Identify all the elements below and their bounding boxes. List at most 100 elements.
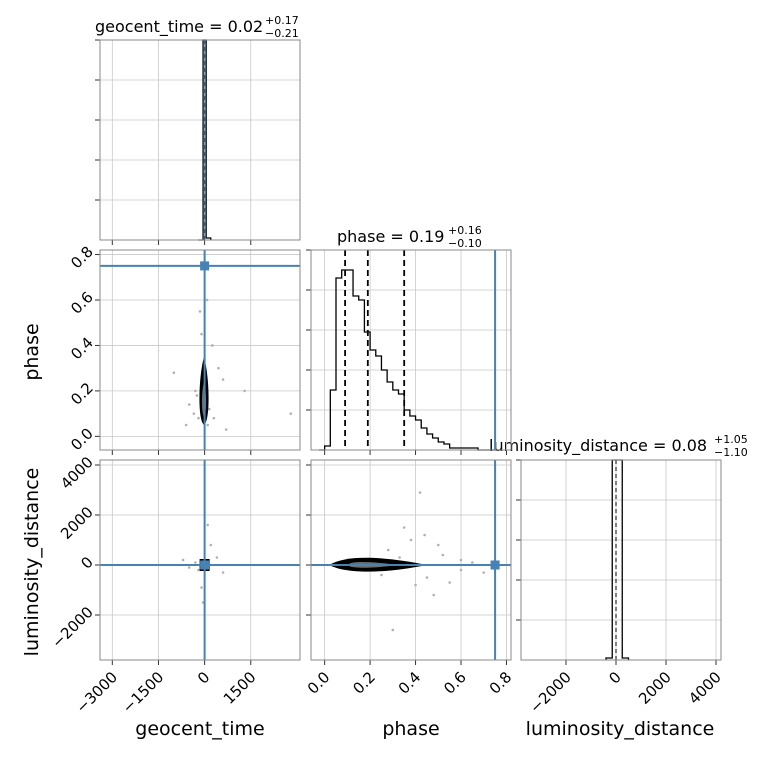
svg-text:phase = 0.19: phase = 0.19 [337, 227, 444, 246]
xlabel-phase: phase [382, 718, 439, 740]
scatter-luminosity-distance-phase-point-14 [414, 583, 417, 587]
scatter-phase-geocent-time-point-2 [184, 423, 188, 427]
hist-luminosity-distance-frame [520, 459, 722, 661]
scatter-luminosity-distance-phase-point-6 [418, 491, 422, 494]
hist-luminosity-distance-step [605, 459, 630, 660]
hist-phase-frame [310, 249, 512, 451]
xlabel-luminosity-distance: luminosity_distance [526, 718, 715, 740]
scatter-phase-geocent-time-point-0 [194, 389, 197, 393]
scatter-phase-geocent-time-point-16 [211, 344, 214, 347]
scatter-luminosity-distance-geocent-time-point-8 [221, 571, 225, 574]
scatter-luminosity-distance-phase-point-11 [398, 556, 401, 559]
title-luminosity-distance: luminosity_distance = 0.08 +1.05 −1.10 [489, 433, 748, 459]
scatter-luminosity-distance-phase-point-17 [423, 533, 426, 537]
scatter-luminosity-distance-phase-point-10 [432, 593, 436, 597]
scatter-luminosity-distance-geocent-time-xticklabel-0: −3000 [73, 668, 122, 717]
scatter-luminosity-distance-phase-point-15 [386, 548, 390, 552]
title-luminosity-distance-name: luminosity_distance [489, 436, 648, 456]
scatter-luminosity-distance-geocent-time-point-9 [181, 558, 185, 562]
scatter-phase-geocent-time-point-15 [172, 371, 176, 375]
scatter-luminosity-distance-geocent-time-point-6 [206, 523, 209, 527]
scatter-phase-geocent-time-truth-marker [200, 261, 210, 271]
scatter-phase-geocent-time-point-17 [197, 416, 200, 420]
hist-luminosity-distance-xticklabel-0: −2000 [526, 668, 575, 717]
scatter-luminosity-distance-geocent-time-frame [99, 459, 301, 661]
title-geocent-time-name: geocent_time [95, 17, 204, 37]
scatter-phase-geocent-time-point-3 [217, 366, 220, 370]
svg-text:geocent_time = 0.02: geocent_time = 0.02 [95, 17, 263, 37]
scatter-luminosity-distance-phase-point-13 [482, 571, 486, 574]
scatter-luminosity-distance-phase-xticklabel-2: 0.4 [395, 668, 425, 698]
scatter-luminosity-distance-phase-truth-marker [490, 560, 500, 570]
scatter-luminosity-distance-phase-xticklabel-3: 0.6 [440, 668, 470, 698]
scatter-luminosity-distance-phase-point-0 [402, 526, 406, 529]
title-luminosity-distance-minus: −1.10 [714, 446, 748, 459]
title-geocent-time-minus: −0.21 [265, 27, 299, 40]
scatter-luminosity-distance-phase-point-8 [380, 573, 383, 577]
scatter-luminosity-distance-geocent-time-point-3 [187, 566, 191, 569]
scatter-luminosity-distance-phase-xticklabel-4: 0.8 [486, 668, 516, 698]
scatter-luminosity-distance-geocent-time-truth-marker [200, 560, 210, 570]
scatter-luminosity-distance-phase-point-5 [448, 581, 451, 584]
scatter-luminosity-distance-phase-point-4 [425, 576, 429, 579]
scatter-phase-geocent-time-point-4 [243, 389, 246, 393]
scatter-luminosity-distance-geocent-time-point-0 [194, 561, 197, 564]
scatter-luminosity-distance-phase-point-16 [459, 568, 463, 572]
scatter-luminosity-distance-geocent-time-xticklabel-3: 1500 [220, 668, 260, 708]
scatter-luminosity-distance-geocent-time-point-5 [200, 586, 203, 589]
scatter-luminosity-distance-phase-point-9 [471, 561, 474, 564]
scatter-luminosity-distance-geocent-time-yticklabel-3: 4000 [57, 453, 97, 493]
title-geocent-time-median: 0.02 [228, 17, 264, 36]
title-geocent-time-plus: +0.17 [265, 14, 299, 27]
scatter-phase-geocent-time-frame [99, 249, 301, 451]
title-phase-minus: −0.10 [448, 237, 482, 250]
title-phase-median: 0.19 [409, 227, 445, 246]
title-phase: phase = 0.19 +0.16 −0.10 [337, 224, 482, 250]
scatter-phase-geocent-time-point-13 [221, 378, 225, 381]
title-luminosity-distance-plus: +1.05 [714, 433, 748, 446]
xlabel-geocent-time: geocent_time [135, 718, 264, 740]
scatter-phase-geocent-time-point-10 [192, 412, 196, 415]
scatter-phase-geocent-time-point-1 [195, 394, 199, 397]
scatter-phase-geocent-time-point-6 [198, 310, 202, 313]
scatter-phase-geocent-time-yticklabel-0: 0.0 [67, 424, 97, 454]
scatter-luminosity-distance-phase-xticklabel-0: 0.0 [304, 668, 334, 698]
scatter-luminosity-distance-geocent-time-yticklabel-2: 2000 [57, 503, 97, 543]
hist-luminosity-distance-xticklabel-3: 4000 [685, 668, 725, 708]
ylabel-phase: phase [21, 323, 43, 380]
scatter-luminosity-distance-geocent-time-yticklabel-0: −2000 [48, 603, 97, 652]
scatter-phase-geocent-time-point-7 [200, 332, 203, 336]
scatter-phase-geocent-time-yticklabel-4: 0.8 [67, 243, 97, 273]
scatter-luminosity-distance-phase-point-1 [436, 543, 440, 547]
hist-luminosity-distance-xticklabel-1: 0 [605, 668, 624, 687]
scatter-phase-geocent-time-yticklabel-1: 0.2 [67, 379, 97, 409]
scatter-luminosity-distance-geocent-time-xticklabel-2: 0 [194, 668, 213, 687]
scatter-phase-geocent-time-point-9 [207, 407, 211, 411]
title-luminosity-distance-median: 0.08 [671, 436, 707, 455]
scatter-phase-geocent-time-point-14 [289, 412, 293, 415]
hist-luminosity-distance-xticklabel-2: 2000 [635, 668, 675, 708]
scatter-luminosity-distance-phase-point-7 [409, 538, 413, 542]
hist-geocent-time-frame [99, 39, 301, 241]
scatter-luminosity-distance-geocent-time-point-2 [215, 556, 219, 559]
scatter-luminosity-distance-phase-frame [310, 459, 512, 661]
scatter-luminosity-distance-geocent-time-point-1 [197, 568, 200, 572]
title-phase-plus: +0.16 [448, 224, 482, 237]
scatter-phase-geocent-time-point-8 [205, 298, 209, 302]
title-geocent-time: geocent_time = 0.02 +0.17 −0.21 [95, 14, 299, 40]
svg-text:luminosity_distance = 0.08: luminosity_distance = 0.08 [489, 436, 707, 456]
scatter-phase-geocent-time-point-5 [224, 428, 228, 431]
hist-phase-step [318, 269, 501, 451]
scatter-luminosity-distance-geocent-time-xticklabel-1: −1500 [119, 668, 168, 717]
scatter-luminosity-distance-geocent-time-yticklabel-1: 0 [77, 553, 96, 572]
scatter-luminosity-distance-phase-point-12 [441, 553, 445, 557]
scatter-phase-geocent-time-point-11 [212, 416, 216, 420]
scatter-luminosity-distance-phase-point-2 [459, 558, 463, 562]
scatter-phase-geocent-time-yticklabel-3: 0.6 [67, 288, 97, 318]
scatter-luminosity-distance-geocent-time-point-4 [209, 543, 213, 547]
scatter-phase-geocent-time-yticklabel-2: 0.4 [67, 334, 97, 364]
title-phase-name: phase [337, 227, 385, 246]
scatter-phase-geocent-time-point-12 [187, 403, 191, 406]
